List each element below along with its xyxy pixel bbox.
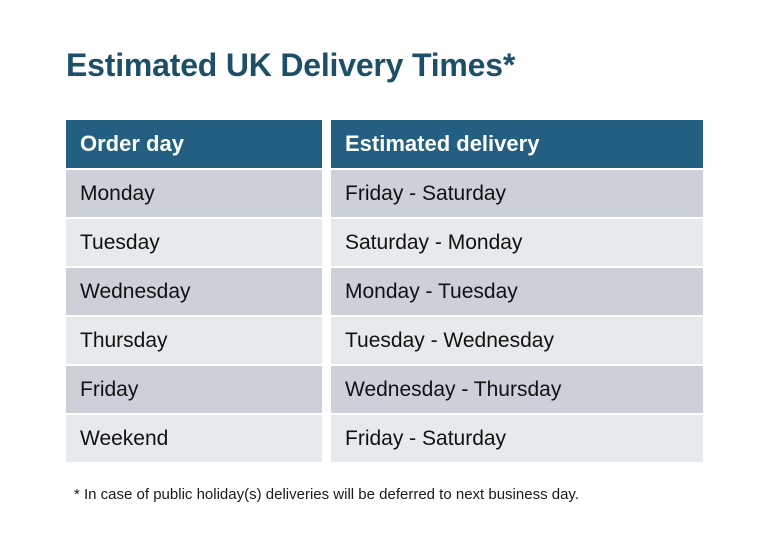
cell-estimated-delivery: Wednesday - Thursday [331, 366, 703, 413]
cell-estimated-delivery: Tuesday - Wednesday [331, 317, 703, 364]
cell-order-day: Monday [66, 170, 322, 217]
table-header-row: Order day Estimated delivery [66, 120, 703, 168]
table-row: Monday Friday - Saturday [66, 170, 703, 217]
cell-estimated-delivery: Saturday - Monday [331, 219, 703, 266]
cell-order-day: Thursday [66, 317, 322, 364]
column-header-estimated-delivery: Estimated delivery [331, 120, 703, 168]
cell-order-day: Tuesday [66, 219, 322, 266]
table-row: Friday Wednesday - Thursday [66, 366, 703, 413]
cell-order-day: Weekend [66, 415, 322, 462]
delivery-times-table: Order day Estimated delivery Monday Frid… [66, 120, 703, 462]
footnote-text: * In case of public holiday(s) deliverie… [74, 486, 579, 503]
cell-order-day: Friday [66, 366, 322, 413]
cell-estimated-delivery: Friday - Saturday [331, 170, 703, 217]
cell-order-day: Wednesday [66, 268, 322, 315]
column-header-order-day: Order day [66, 120, 322, 168]
table-row: Thursday Tuesday - Wednesday [66, 317, 703, 364]
table-row: Tuesday Saturday - Monday [66, 219, 703, 266]
page-title: Estimated UK Delivery Times* [66, 47, 516, 83]
table-row: Weekend Friday - Saturday [66, 415, 703, 462]
table-row: Wednesday Monday - Tuesday [66, 268, 703, 315]
cell-estimated-delivery: Monday - Tuesday [331, 268, 703, 315]
cell-estimated-delivery: Friday - Saturday [331, 415, 703, 462]
